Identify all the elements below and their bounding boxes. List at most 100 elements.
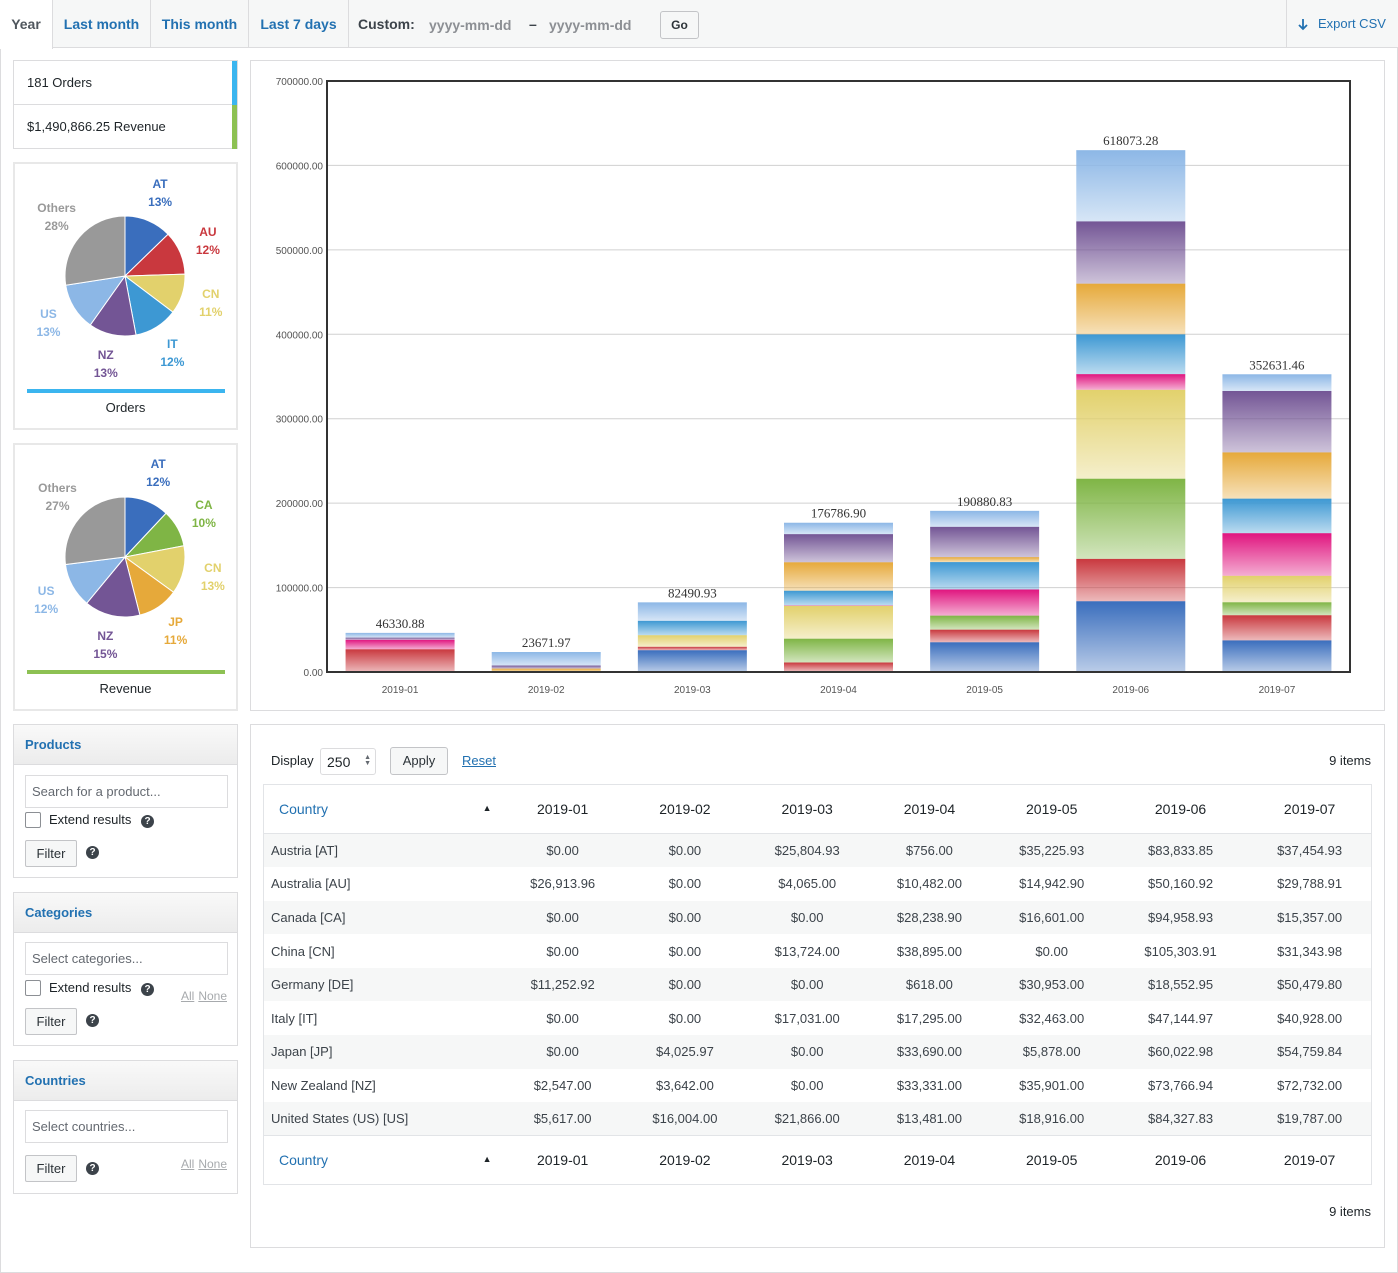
bar-segment[interactable] xyxy=(930,589,1040,616)
bar-segment[interactable] xyxy=(345,649,455,672)
products-extend-help-icon[interactable]: ? xyxy=(141,815,154,828)
bar-segment[interactable] xyxy=(637,620,747,636)
bar-segment[interactable] xyxy=(345,639,455,650)
pie-slice-others[interactable] xyxy=(64,496,126,566)
categories-widget-title[interactable]: Categories xyxy=(14,893,237,933)
apply-button[interactable]: Apply xyxy=(390,747,448,775)
countries-select-all-link[interactable]: All xyxy=(180,1157,195,1171)
bar-segment[interactable] xyxy=(637,650,747,672)
bar-segment[interactable] xyxy=(1222,452,1332,499)
sort-ascending-icon[interactable]: ▲ xyxy=(482,1154,492,1165)
display-count-spinner[interactable]: 250 ▲ ▼ xyxy=(320,748,376,775)
column-footer[interactable]: 2019-05 xyxy=(1026,1152,1078,1169)
column-header[interactable]: 2019-01 xyxy=(536,801,589,817)
column-footer[interactable]: 2019-02 xyxy=(659,1152,711,1169)
categories-select-none-link[interactable]: None xyxy=(198,989,227,1003)
bar-segment[interactable] xyxy=(784,522,893,535)
bar-segment[interactable] xyxy=(1222,640,1332,672)
tab-last-7-days[interactable]: Last 7 days xyxy=(249,0,349,48)
countries-filter-button[interactable]: Filter xyxy=(25,1155,77,1182)
countries-filter-help-icon[interactable]: ? xyxy=(86,1162,99,1175)
product-search-input[interactable]: Search for a product... xyxy=(25,775,228,808)
bar-segment[interactable] xyxy=(1222,374,1332,391)
column-header[interactable]: 2019-05 xyxy=(1026,801,1078,817)
bar-segment[interactable] xyxy=(784,662,893,672)
products-filter-help-icon[interactable]: ? xyxy=(86,846,99,859)
products-filter-button[interactable]: Filter xyxy=(25,840,77,867)
tab-this-month[interactable]: This month xyxy=(151,0,249,48)
bar-segment[interactable] xyxy=(784,605,893,639)
revenue-total[interactable]: $1,490,866.25 Revenue xyxy=(27,119,166,134)
bar-segment[interactable] xyxy=(1076,478,1186,559)
column-header[interactable]: 2019-04 xyxy=(903,801,956,817)
go-button[interactable]: Go xyxy=(660,11,699,39)
bar-segment[interactable] xyxy=(930,642,1040,672)
spinner-arrows-icon[interactable]: ▲ ▼ xyxy=(364,754,371,767)
bar-segment[interactable] xyxy=(930,510,1040,527)
bar-segment[interactable] xyxy=(1076,389,1186,479)
tab-year[interactable]: Year xyxy=(0,0,53,49)
categories-filter-button[interactable]: Filter xyxy=(25,1008,77,1035)
country-column-footer[interactable]: Country ▲ xyxy=(264,1136,502,1185)
countries-select-none-link[interactable]: None xyxy=(198,1157,227,1171)
bar-segment[interactable] xyxy=(637,635,747,647)
bar-segment[interactable] xyxy=(930,629,1040,643)
categories-extend-help-icon[interactable]: ? xyxy=(141,983,154,996)
column-footer[interactable]: 2019-06 xyxy=(1154,1152,1207,1169)
tab-last-month[interactable]: Last month xyxy=(53,0,151,48)
products-widget-title[interactable]: Products xyxy=(14,725,237,765)
bar-segment[interactable] xyxy=(930,557,1040,563)
export-csv-button[interactable]: Export CSV xyxy=(1286,0,1398,48)
bar-segment[interactable] xyxy=(1222,390,1332,453)
bar-segment[interactable] xyxy=(930,526,1040,558)
countries-widget-title[interactable]: Countries xyxy=(14,1061,237,1101)
bar-segment[interactable] xyxy=(784,605,893,606)
column-footer[interactable]: 2019-04 xyxy=(903,1152,956,1169)
column-footer[interactable]: 2019-01 xyxy=(536,1152,589,1169)
bar-segment[interactable] xyxy=(1076,601,1186,672)
bar-segment[interactable] xyxy=(930,562,1040,590)
bar-segment[interactable] xyxy=(784,590,893,606)
pie-slice-others[interactable] xyxy=(64,215,126,286)
country-column-header[interactable]: Country ▲ xyxy=(264,785,502,834)
bar-segment[interactable] xyxy=(637,602,747,621)
column-header[interactable]: 2019-02 xyxy=(659,801,711,817)
bar-segment[interactable] xyxy=(1222,533,1332,576)
column-footer[interactable]: 2019-07 xyxy=(1283,1152,1336,1169)
end-date-input[interactable]: yyyy-mm-dd xyxy=(549,17,632,33)
bar-segment[interactable] xyxy=(491,652,601,666)
bar-segment[interactable] xyxy=(1222,498,1332,534)
bar-segment[interactable] xyxy=(1076,221,1186,284)
bar-segment[interactable] xyxy=(1222,575,1332,603)
bar-segment[interactable] xyxy=(345,632,455,638)
bar-segment[interactable] xyxy=(784,562,893,591)
bar-segment[interactable] xyxy=(1076,334,1186,375)
categories-extend-checkbox[interactable] xyxy=(25,980,41,996)
reset-link[interactable]: Reset xyxy=(462,753,496,768)
bar-segment[interactable] xyxy=(1076,374,1186,390)
bar-segment[interactable] xyxy=(784,638,893,663)
sort-ascending-icon[interactable]: ▲ xyxy=(482,803,492,813)
bar-segment[interactable] xyxy=(1076,150,1186,222)
bar-segment[interactable] xyxy=(491,668,601,672)
bar-segment[interactable] xyxy=(1076,283,1186,335)
bar-segment[interactable] xyxy=(1222,602,1332,616)
bar-segment[interactable] xyxy=(637,646,747,651)
categories-filter-help-icon[interactable]: ? xyxy=(86,1014,99,1027)
countries-select[interactable]: Select countries... xyxy=(25,1110,228,1143)
products-extend-checkbox[interactable] xyxy=(25,812,41,828)
pie-slice-nz[interactable] xyxy=(86,555,141,618)
bar-segment[interactable] xyxy=(930,615,1040,630)
column-footer[interactable]: 2019-03 xyxy=(781,1152,833,1169)
column-header[interactable]: 2019-07 xyxy=(1283,801,1336,817)
bar-segment[interactable] xyxy=(1222,615,1332,641)
categories-select-all-link[interactable]: All xyxy=(180,989,195,1003)
orders-total[interactable]: 181 Orders xyxy=(14,61,237,105)
bar-segment[interactable] xyxy=(1076,558,1186,602)
column-header[interactable]: 2019-03 xyxy=(781,801,833,817)
column-header[interactable]: 2019-06 xyxy=(1154,801,1207,817)
bar-segment[interactable] xyxy=(784,534,893,563)
categories-select[interactable]: Select categories... xyxy=(25,942,228,975)
bar-segment[interactable] xyxy=(491,665,601,669)
start-date-input[interactable]: yyyy-mm-dd xyxy=(429,17,512,33)
